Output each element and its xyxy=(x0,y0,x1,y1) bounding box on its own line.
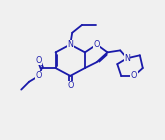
Text: N: N xyxy=(67,40,73,49)
Text: O: O xyxy=(131,71,137,80)
Text: O: O xyxy=(94,40,100,49)
Text: N: N xyxy=(124,54,130,63)
Text: O: O xyxy=(67,81,73,90)
Text: O: O xyxy=(36,56,42,65)
Text: O: O xyxy=(36,71,42,80)
